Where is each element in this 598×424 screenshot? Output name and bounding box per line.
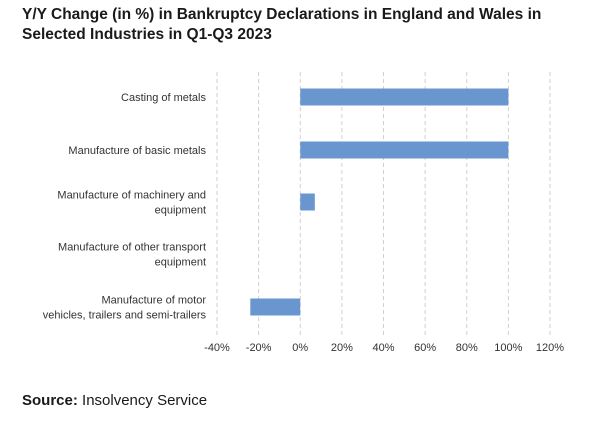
x-tick-label: 100%: [494, 342, 522, 354]
source-text: Insolvency Service: [77, 392, 208, 409]
category-label: Manufacture of basic metals: [68, 145, 206, 157]
source-note: Source: Insolvency Service: [22, 392, 207, 409]
category-labels: Casting of metals Manufacture of basic me…: [43, 92, 207, 322]
bar: [300, 88, 509, 106]
source-label: Source:: [22, 392, 78, 409]
bar: [300, 141, 509, 159]
x-tick-label: 20%: [331, 342, 353, 354]
chart-title: Y/Y Change (in %) in Bankruptcy Declarat…: [22, 6, 542, 43]
category-label: Casting of metals: [121, 92, 206, 104]
bar: [300, 193, 315, 211]
category-label: Manufacture of other transport equipment: [58, 242, 206, 269]
x-tick-label: 120%: [536, 342, 564, 354]
bar-chart: Casting of metals Manufacture of basic me…: [43, 72, 564, 354]
category-label: Manufacture of motor vehicles, trailers a…: [43, 295, 207, 322]
x-tick-label: 40%: [372, 342, 394, 354]
bars: [250, 88, 509, 316]
x-tick-label: 60%: [414, 342, 436, 354]
category-label: Manufacture of machinery and equipment: [57, 190, 206, 217]
bar: [250, 298, 301, 316]
x-tick-label: -20%: [246, 342, 272, 354]
gridlines: [216, 72, 551, 337]
x-tick-label: 0%: [292, 342, 308, 354]
x-tick-label: 80%: [456, 342, 478, 354]
x-tick-label: -40%: [204, 342, 230, 354]
x-tick-labels: -40% -20% 0% 20% 40% 60% 80% 100% 120%: [204, 342, 564, 354]
